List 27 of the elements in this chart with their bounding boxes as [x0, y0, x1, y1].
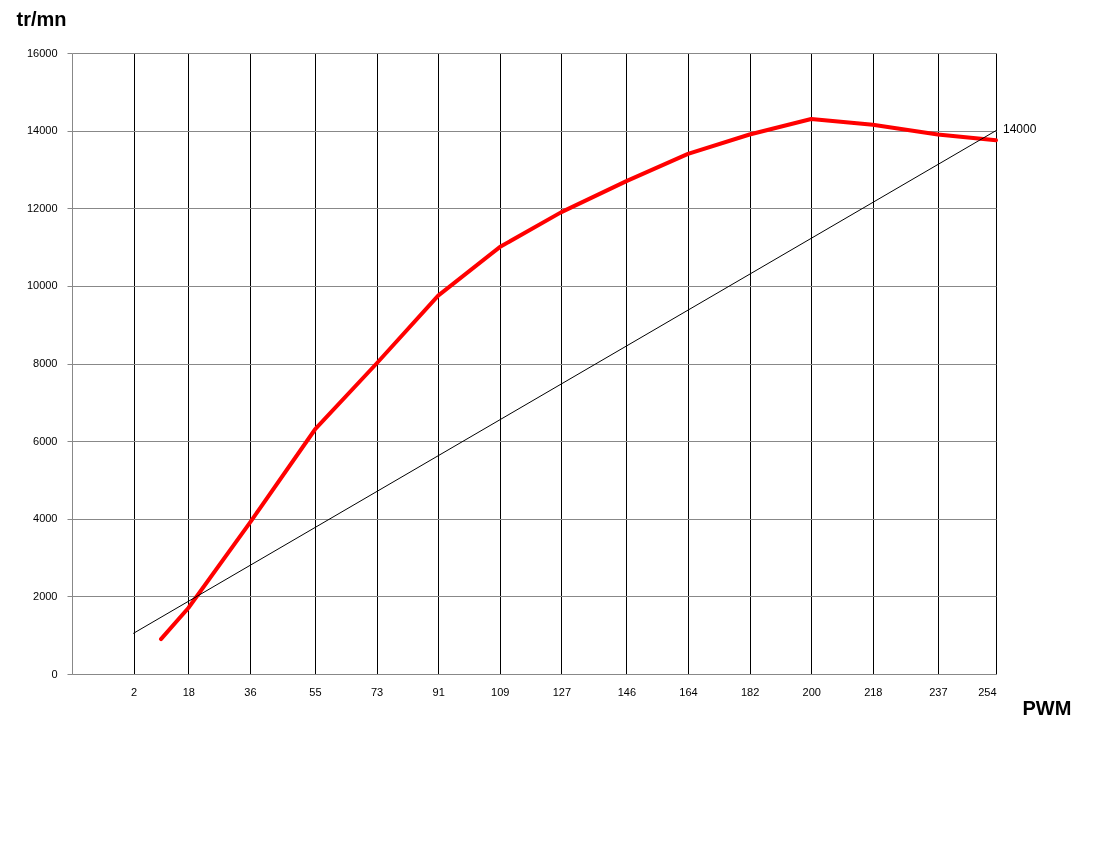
x-tick-label: 218 [864, 685, 883, 698]
x-tick-label: 2 [131, 685, 138, 698]
y-tick-label: 0 [51, 667, 58, 680]
y-tick-label: 8000 [33, 357, 58, 369]
x-tick-label: 254 [978, 685, 997, 698]
x-tick-label: 36 [244, 685, 257, 698]
x-tick-label: 91 [432, 685, 445, 698]
y-tick-label: 6000 [33, 434, 58, 447]
y-tick-label: 4000 [33, 512, 58, 525]
x-tick-label: 127 [552, 685, 572, 698]
x-tick-label: 55 [309, 685, 322, 698]
y-tick-label: 2000 [33, 589, 58, 602]
x-tick-label: 164 [679, 685, 698, 698]
x-tick-label: 109 [491, 685, 510, 698]
y-tick-label: 10000 [26, 279, 58, 292]
y-axis-title: tr/mn [16, 7, 67, 30]
annotation: 14000 [1003, 121, 1037, 136]
y-tick-label: 14000 [26, 124, 58, 137]
y-tick-label: 12000 [26, 201, 58, 214]
x-tick-label: 73 [370, 685, 384, 698]
x-tick-label: 200 [802, 685, 821, 698]
x-axis-title: PWM [1022, 696, 1072, 719]
y-tick-label: 16000 [26, 46, 58, 59]
x-tick-label: 18 [182, 685, 195, 698]
x-tick-label: 237 [929, 685, 948, 698]
x-tick-label: 182 [740, 685, 760, 698]
x-tick-label: 146 [617, 685, 637, 698]
